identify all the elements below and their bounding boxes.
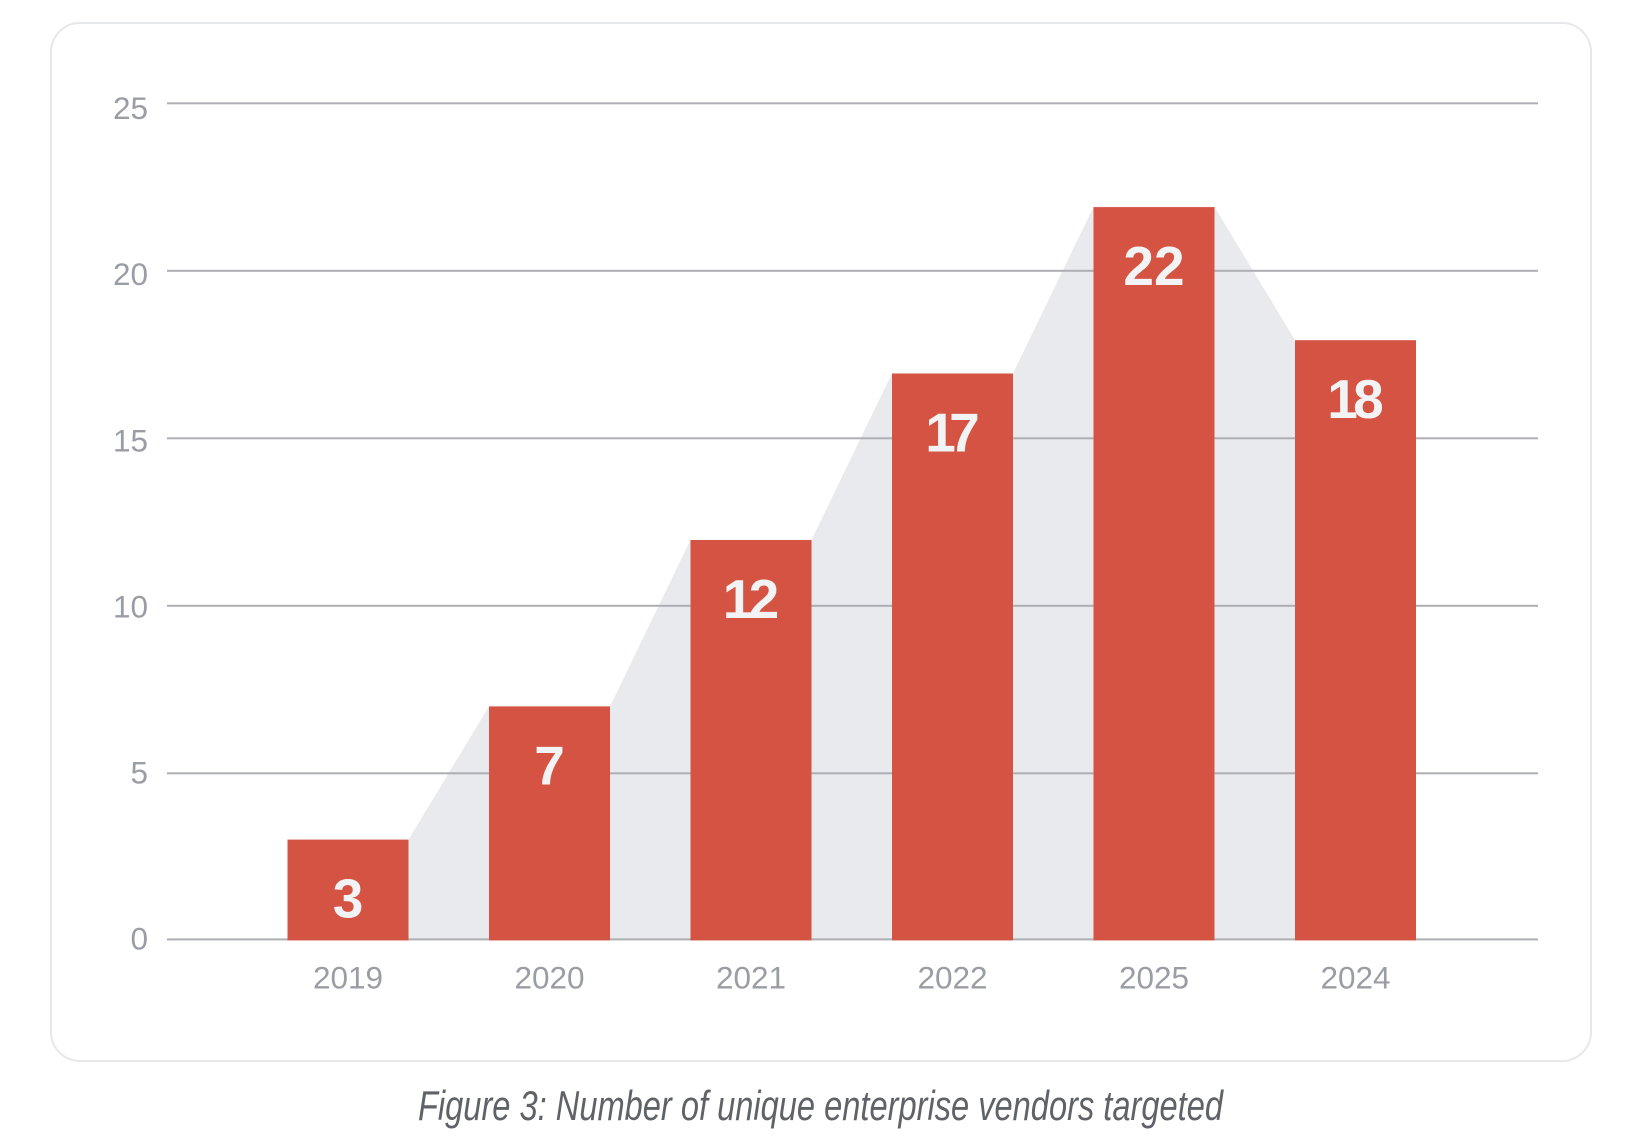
svg-text:22: 22 bbox=[1123, 235, 1184, 297]
svg-text:5: 5 bbox=[130, 754, 148, 790]
svg-text:15: 15 bbox=[113, 423, 148, 459]
svg-text:2025: 2025 bbox=[1119, 960, 1189, 996]
svg-text:10: 10 bbox=[113, 589, 148, 625]
svg-text:2019: 2019 bbox=[313, 960, 383, 996]
svg-text:3: 3 bbox=[333, 868, 364, 930]
svg-text:2024: 2024 bbox=[1320, 960, 1390, 996]
svg-text:2020: 2020 bbox=[514, 960, 584, 996]
svg-text:2021: 2021 bbox=[716, 960, 786, 996]
svg-text:20: 20 bbox=[113, 256, 148, 292]
svg-text:25: 25 bbox=[113, 90, 148, 126]
svg-text:18: 18 bbox=[1327, 368, 1384, 430]
svg-text:Figure 3: Number of unique ent: Figure 3: Number of unique enterprise ve… bbox=[418, 1082, 1224, 1129]
svg-text:0: 0 bbox=[130, 920, 148, 956]
svg-text:2022: 2022 bbox=[917, 960, 987, 996]
svg-text:17: 17 bbox=[925, 401, 980, 463]
svg-text:7: 7 bbox=[534, 734, 565, 796]
svg-text:12: 12 bbox=[723, 568, 780, 630]
